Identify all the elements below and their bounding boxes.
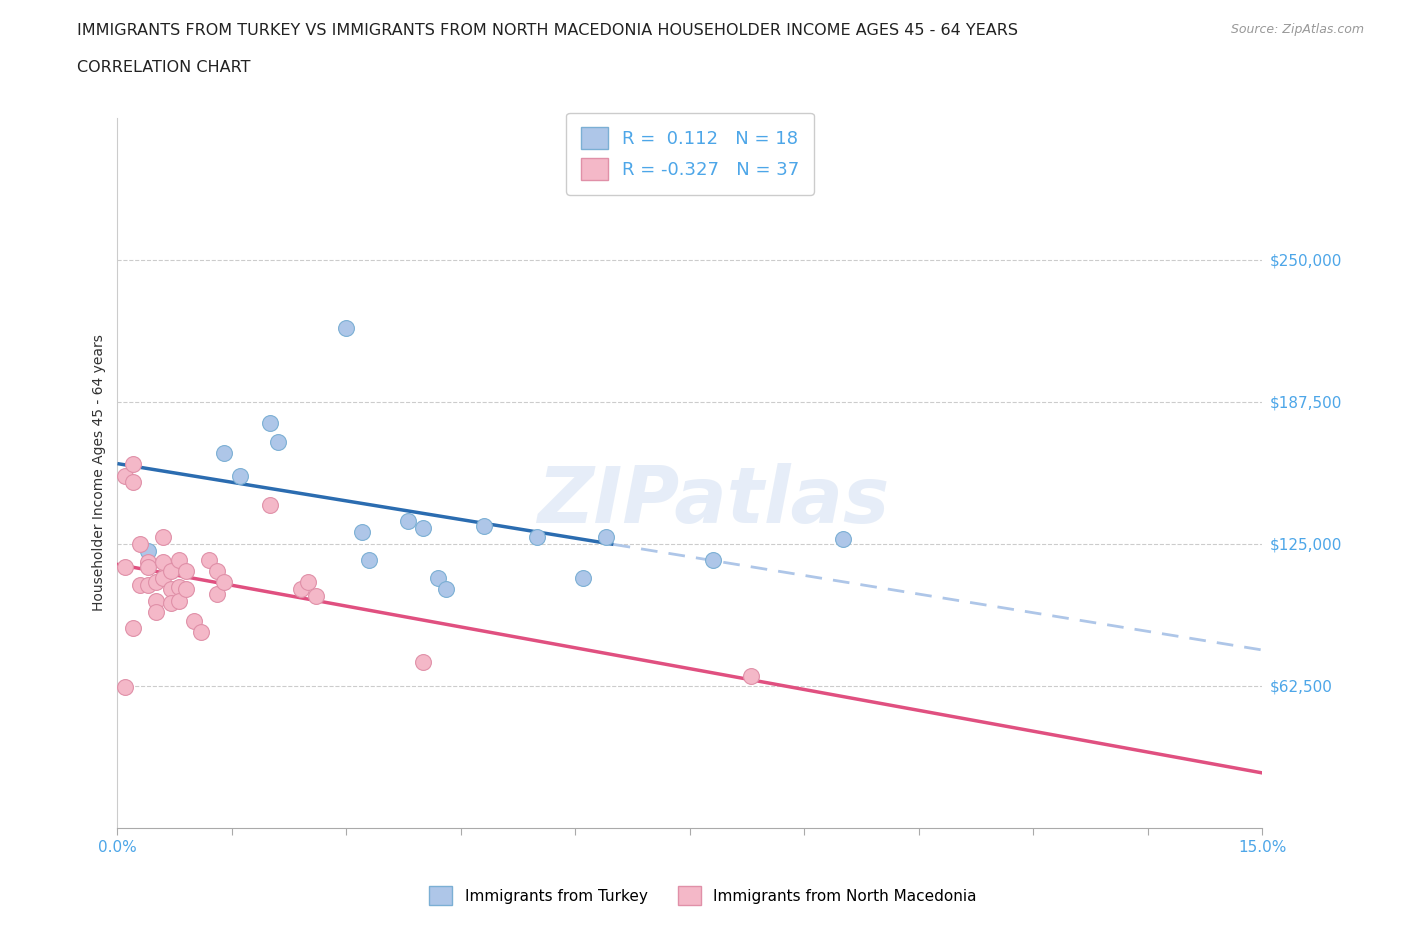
Point bbox=[267, 434, 290, 449]
Point bbox=[160, 582, 183, 597]
Point bbox=[198, 552, 221, 567]
Point bbox=[121, 475, 143, 490]
Point bbox=[136, 543, 159, 558]
Point bbox=[145, 604, 167, 619]
Point bbox=[434, 582, 457, 597]
Point bbox=[396, 513, 419, 528]
Point bbox=[228, 468, 250, 483]
Point bbox=[214, 445, 236, 460]
Point bbox=[145, 575, 167, 590]
Point bbox=[167, 579, 190, 594]
Point bbox=[259, 498, 281, 512]
Point bbox=[412, 521, 434, 536]
Point bbox=[412, 655, 434, 670]
Point bbox=[129, 537, 152, 551]
Point bbox=[114, 468, 136, 483]
Point bbox=[152, 554, 174, 569]
Point bbox=[136, 554, 159, 569]
Point bbox=[214, 575, 236, 590]
Point bbox=[152, 570, 174, 585]
Point bbox=[152, 529, 174, 544]
Text: ZIPatlas: ZIPatlas bbox=[537, 463, 889, 539]
Point bbox=[167, 593, 190, 608]
Point bbox=[174, 582, 197, 597]
Point bbox=[305, 589, 328, 604]
Point bbox=[595, 529, 617, 544]
Point bbox=[190, 625, 212, 640]
Point bbox=[183, 614, 205, 629]
Point bbox=[121, 620, 143, 635]
Point bbox=[359, 552, 381, 567]
Point bbox=[472, 518, 495, 533]
Point bbox=[114, 559, 136, 574]
Point bbox=[136, 578, 159, 592]
Point bbox=[205, 564, 228, 578]
Text: IMMIGRANTS FROM TURKEY VS IMMIGRANTS FROM NORTH MACEDONIA HOUSEHOLDER INCOME AGE: IMMIGRANTS FROM TURKEY VS IMMIGRANTS FRO… bbox=[77, 23, 1018, 38]
Point bbox=[350, 525, 373, 540]
Point bbox=[160, 595, 183, 610]
Point bbox=[129, 578, 152, 592]
Point bbox=[136, 559, 159, 574]
Point bbox=[160, 564, 183, 578]
Point bbox=[121, 457, 143, 472]
Point bbox=[335, 321, 357, 336]
Point bbox=[427, 570, 450, 585]
Point bbox=[831, 532, 853, 547]
Point bbox=[259, 416, 281, 431]
Legend: R =  0.112   N = 18, R = -0.327   N = 37: R = 0.112 N = 18, R = -0.327 N = 37 bbox=[567, 113, 814, 194]
Text: CORRELATION CHART: CORRELATION CHART bbox=[77, 60, 250, 75]
Y-axis label: Householder Income Ages 45 - 64 years: Householder Income Ages 45 - 64 years bbox=[93, 335, 107, 611]
Point bbox=[526, 529, 548, 544]
Point bbox=[297, 575, 319, 590]
Point bbox=[702, 552, 724, 567]
Point bbox=[205, 586, 228, 601]
Legend: Immigrants from Turkey, Immigrants from North Macedonia: Immigrants from Turkey, Immigrants from … bbox=[423, 881, 983, 911]
Point bbox=[174, 564, 197, 578]
Point bbox=[114, 680, 136, 695]
Point bbox=[572, 570, 595, 585]
Point bbox=[145, 593, 167, 608]
Point bbox=[167, 552, 190, 567]
Point bbox=[290, 582, 312, 597]
Point bbox=[740, 668, 762, 683]
Text: Source: ZipAtlas.com: Source: ZipAtlas.com bbox=[1230, 23, 1364, 36]
